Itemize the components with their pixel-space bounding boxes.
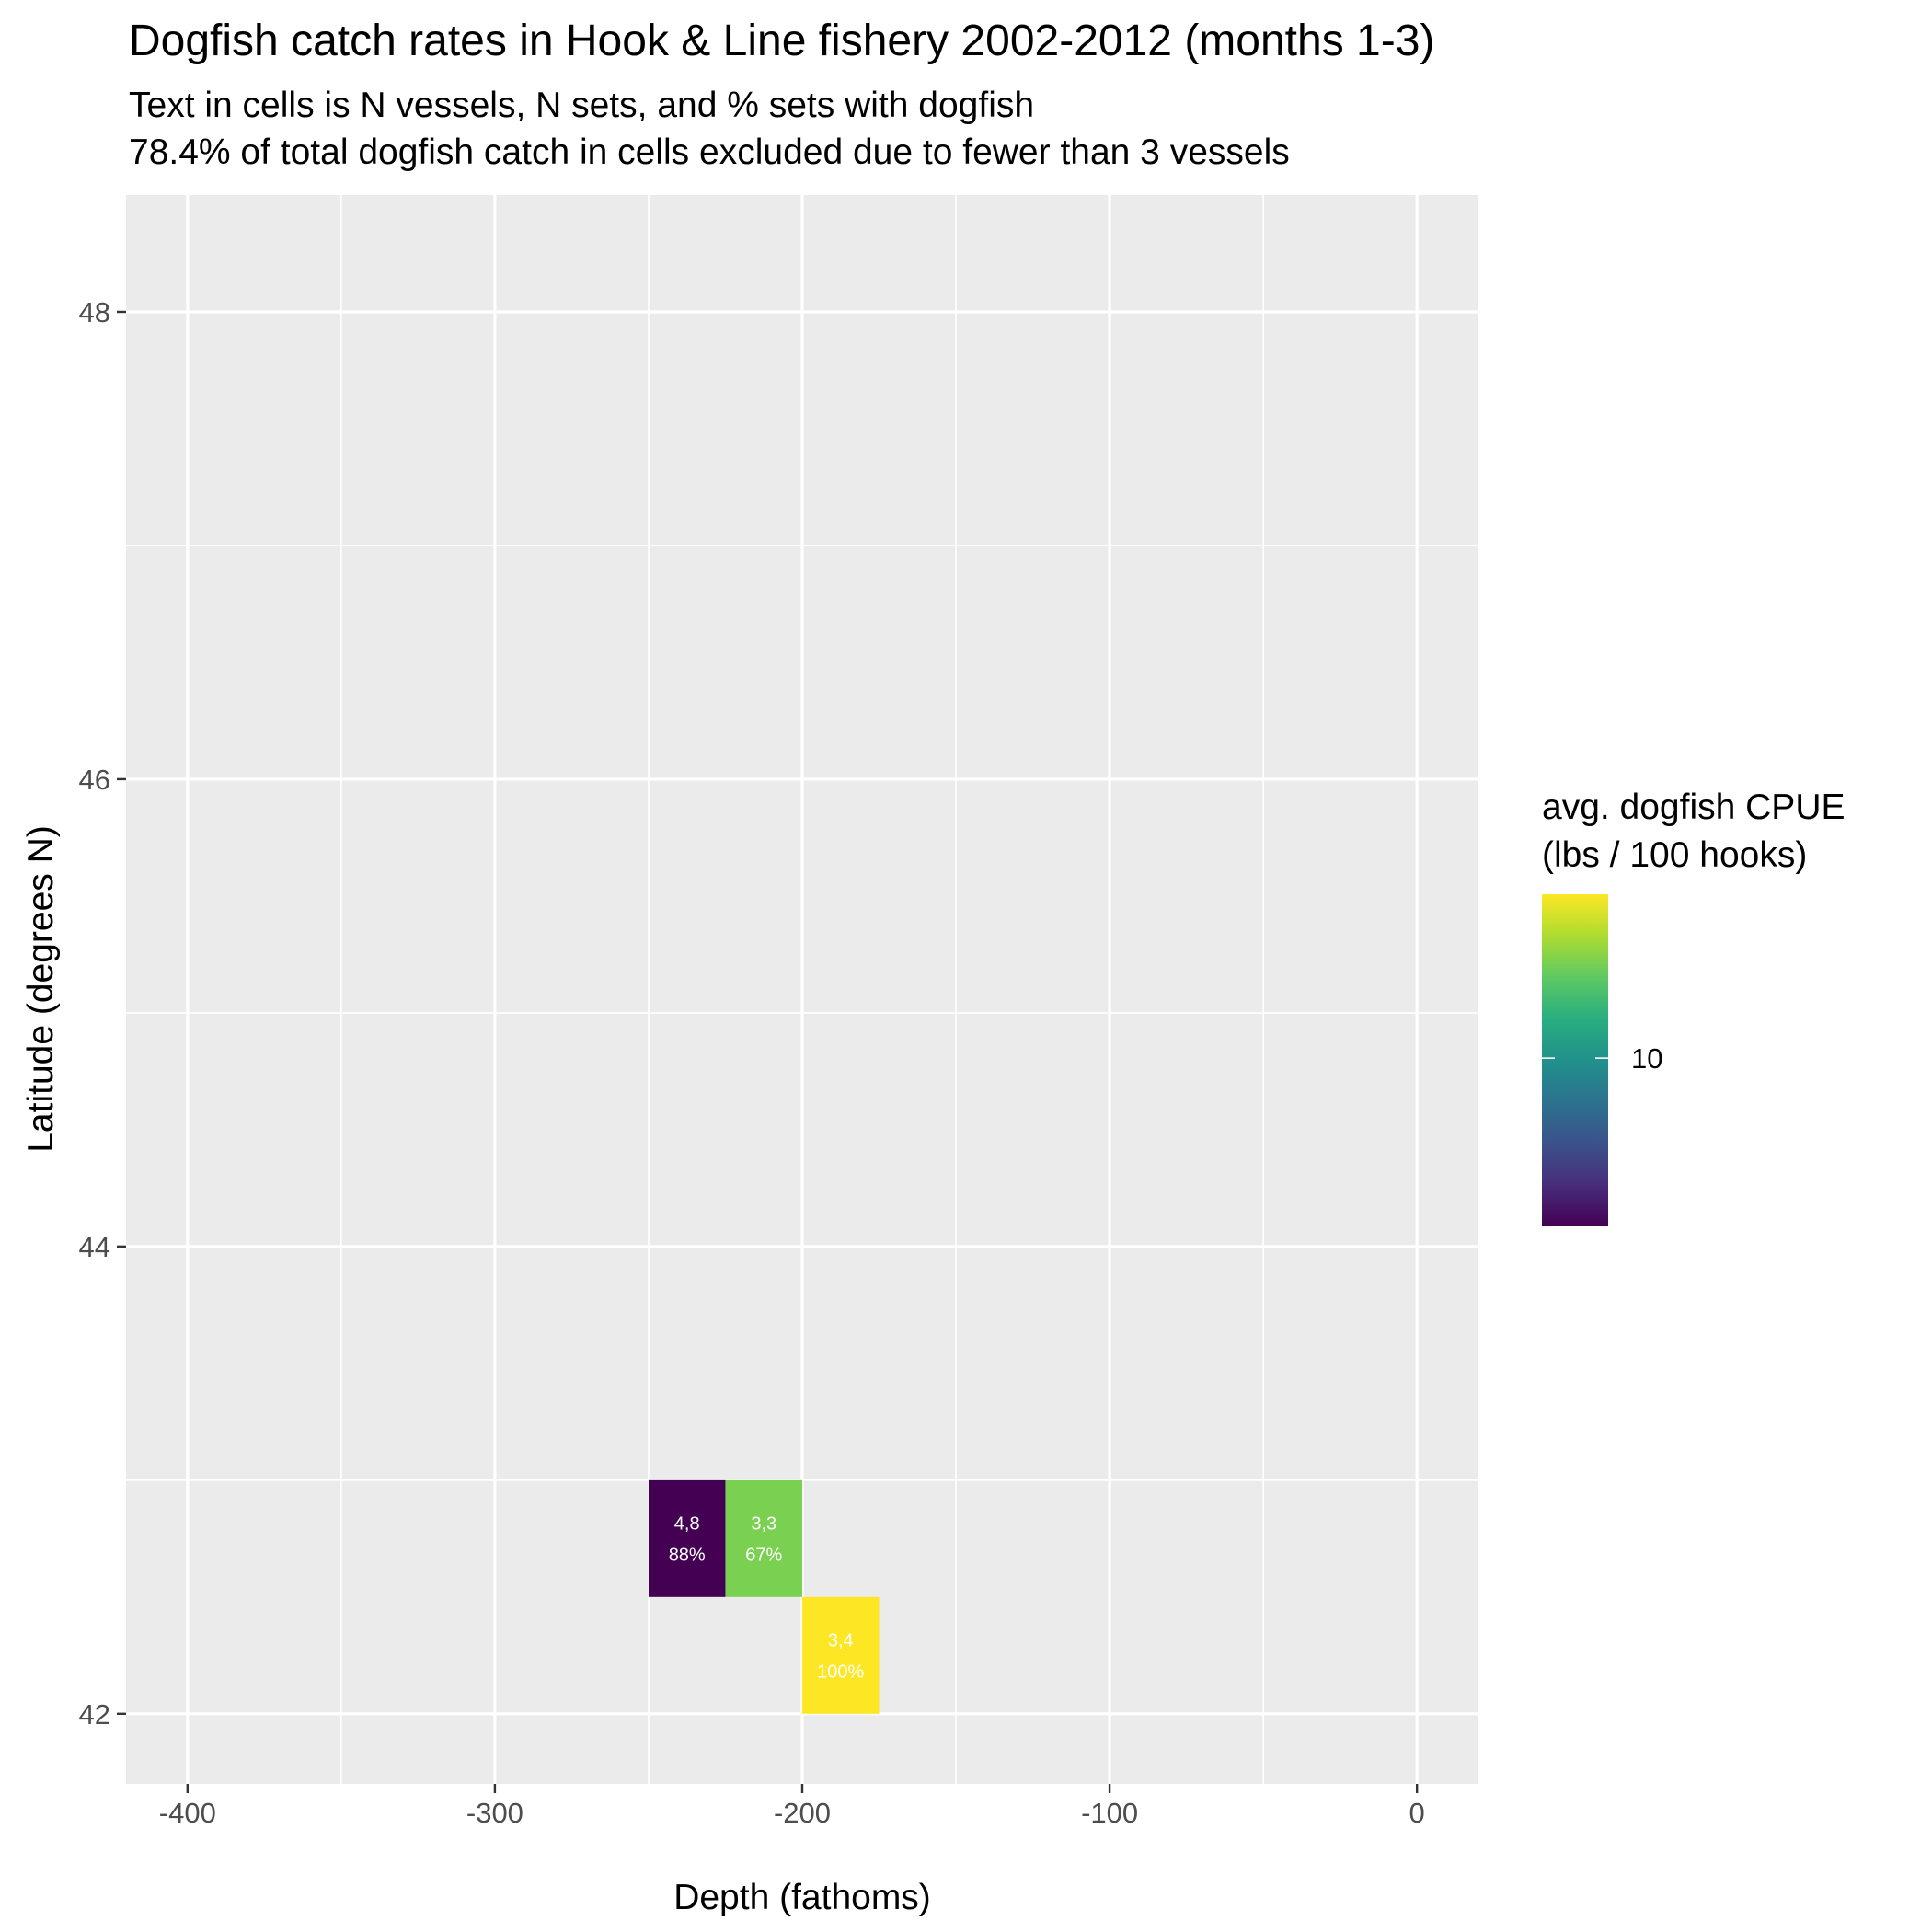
x-axis-label: Depth (fathoms) (673, 1878, 931, 1917)
heatmap-cell (725, 1479, 802, 1597)
legend-title-line-1: avg. dogfish CPUE (1542, 788, 1846, 827)
heatmap-cell (648, 1479, 726, 1597)
x-tick-label: 0 (1409, 1797, 1425, 1829)
chart-subtitle-line-2: 78.4% of total dogfish catch in cells ex… (129, 132, 1290, 172)
y-tick-label: 48 (79, 296, 110, 328)
cell-label-counts: 4,8 (674, 1513, 700, 1534)
y-tick-label: 44 (79, 1231, 110, 1263)
legend-ticks: 10 (1542, 1042, 1662, 1075)
cell-label-percent: 88% (669, 1545, 706, 1565)
x-axis: -400 -300 -200 -100 0 (159, 1784, 1425, 1829)
chart-title: Dogfish catch rates in Hook & Line fishe… (129, 17, 1434, 65)
legend-color-bar (1542, 894, 1608, 1226)
y-tick-label: 42 (79, 1698, 110, 1731)
y-axis: 42 44 46 48 (79, 296, 126, 1731)
x-tick-label: -100 (1081, 1797, 1138, 1829)
cell-label-percent: 100% (817, 1662, 864, 1682)
x-tick-label: -400 (159, 1797, 216, 1829)
heatmap-cell (802, 1596, 880, 1714)
cell-label-percent: 67% (745, 1545, 782, 1565)
x-tick-label: -300 (466, 1797, 523, 1829)
y-tick-label: 46 (79, 764, 110, 796)
chart-subtitle-line-1: Text in cells is N vessels, N sets, and … (129, 86, 1034, 125)
heatmap-cells: 4,8 88% 3,3 67% 3,4 100% (648, 1479, 880, 1714)
cell-label-counts: 3,3 (751, 1513, 776, 1534)
legend-tick-label: 10 (1631, 1042, 1662, 1075)
legend-title-line-2: (lbs / 100 hooks) (1542, 835, 1807, 875)
y-axis-label: Latitude (degrees N) (21, 825, 61, 1153)
cell-label-counts: 3,4 (828, 1630, 854, 1650)
x-tick-label: -200 (774, 1797, 831, 1829)
